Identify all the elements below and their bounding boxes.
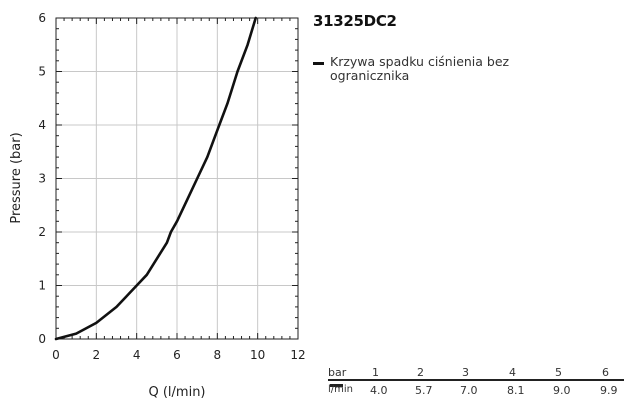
x-tick-label: 12 [290,348,305,362]
x-tick-label: 8 [214,348,222,362]
product-title: 31325DC2 [313,12,397,30]
y-axis-title: Pressure (bar) [9,132,24,223]
table-cell-bar: 2 [417,366,424,379]
series-layer [54,16,257,341]
y-tick-label: 4 [38,118,46,132]
table-cell-flow: 4.0 [370,384,388,397]
table-unit-swatch [330,384,343,387]
table-cell-flow: 5.7 [415,384,433,397]
x-tick-label: 2 [93,348,101,362]
table-cell-bar: 5 [555,366,562,379]
y-tick-label: 3 [38,172,46,186]
legend-swatch [313,62,324,65]
y-tick-label: 2 [38,225,46,239]
x-tick-label: 10 [250,348,265,362]
chart-grid [56,18,298,339]
table-cell-bar: 3 [462,366,469,379]
plot-frame [55,17,299,340]
table-cell-bar: 1 [372,366,379,379]
table-row-label: bar [328,366,347,379]
y-tick-label: 5 [38,65,46,79]
table-cell-bar: 6 [602,366,609,379]
legend-label: Krzywa spadku ciśnienia bez ogranicznika [330,54,510,83]
legend: Krzywa spadku ciśnienia bez ogranicznika [313,55,563,83]
table-cell-flow: 9.0 [553,384,571,397]
series-line [54,16,257,341]
y-tick-label: 1 [38,279,46,293]
table-divider [328,379,624,381]
table-unit-label: l/min [328,384,354,395]
table-cell-flow: 7.0 [460,384,478,397]
x-tick-label: 4 [133,348,141,362]
x-tick-label: 6 [173,348,181,362]
table-row-flow: l/min 4.0 5.7 7.0 8.1 9.0 9.9 [328,384,624,398]
y-tick-label: 6 [38,11,46,25]
table-cell-bar: 4 [509,366,516,379]
x-tick-label: 0 [52,348,60,362]
flow-table: bar 1 2 3 4 5 6 l/min 4.0 5.7 7.0 8.1 9.… [328,366,624,402]
y-tick-label: 0 [38,332,46,346]
table-cell-flow: 8.1 [507,384,525,397]
table-row-bar: bar 1 2 3 4 5 6 [328,366,624,380]
x-axis-title: Q (l/min) [148,385,205,400]
table-cell-flow: 9.9 [600,384,618,397]
